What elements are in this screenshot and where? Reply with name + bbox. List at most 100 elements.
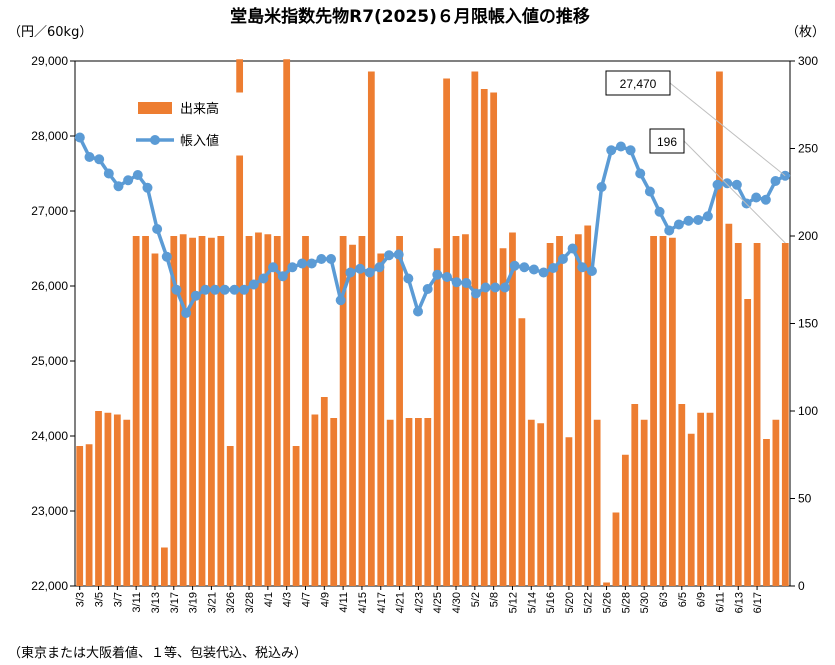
chart-footnote: （東京または大阪着値、１等、包装代込、税込み）: [8, 645, 307, 661]
x-tick-label: 4/21: [395, 592, 407, 613]
settlement-point: [132, 170, 143, 180]
settlement-point: [693, 215, 704, 225]
settlement-point: [528, 264, 539, 275]
settlement-point: [722, 178, 733, 189]
x-tick-label: 6/5: [677, 592, 689, 607]
volume-bar: [255, 232, 262, 586]
x-tick-label: 5/22: [583, 592, 595, 613]
settlement-point: [142, 182, 153, 193]
volume-bar: [537, 423, 545, 586]
settlement-point: [393, 249, 404, 260]
x-tick-label: 5/8: [489, 592, 501, 607]
volume-bar: [433, 248, 441, 586]
legend-line-label: 帳入値: [180, 133, 219, 149]
volume-bar: [612, 512, 620, 586]
callout-settlement-leader: [669, 82, 786, 177]
x-tick-label: 3/3: [75, 592, 87, 607]
settlement-point: [644, 186, 655, 197]
settlement-point: [258, 273, 269, 284]
settlement-point: [664, 225, 675, 236]
settlement-point: [509, 260, 520, 271]
x-tick-label: 6/3: [658, 592, 670, 607]
settlement-point: [181, 308, 192, 318]
settlement-point: [152, 224, 163, 234]
x-tick-label: 5/30: [639, 592, 651, 613]
volume-bar: [415, 418, 422, 586]
y-right-tick-label: 50: [798, 492, 812, 506]
settlement-point: [760, 194, 771, 205]
settlement-point: [751, 192, 762, 203]
callout-volume-leader: [683, 140, 786, 244]
settlement-point: [74, 132, 85, 143]
volume-bar: [367, 71, 375, 586]
volume-bar: [621, 454, 629, 586]
volume-bar: [753, 243, 761, 586]
volume-bars: [76, 59, 789, 586]
y-left-tick-label: 25,000: [31, 354, 68, 368]
y-left-unit-label: （円／60kg）: [8, 25, 92, 40]
volume-bar: [349, 244, 356, 586]
settlement-point: [248, 279, 259, 290]
settlement-point: [161, 251, 172, 262]
settlement-point: [538, 267, 549, 278]
x-tick-label: 4/11: [338, 592, 350, 613]
y-right-tick-label: 150: [798, 317, 818, 331]
volume-bar: [546, 243, 554, 586]
callout-settlement-box: [605, 70, 671, 96]
settlement-point: [480, 282, 491, 293]
y-right-tick-label: 250: [798, 142, 818, 156]
volume-bar: [142, 236, 149, 586]
settlement-point: [451, 277, 462, 288]
settlement-point: [219, 284, 230, 295]
volume-bar: [763, 439, 770, 586]
x-tick-label: 3/21: [206, 592, 218, 613]
volume-bar: [678, 404, 686, 586]
volume-bar: [518, 318, 526, 586]
y-left-tick-label: 26,000: [31, 279, 68, 293]
settlement-point: [567, 243, 578, 254]
settlement-point: [490, 282, 501, 293]
volume-bar: [480, 89, 488, 586]
settlement-point: [297, 258, 308, 269]
x-tick-label: 4/30: [451, 592, 463, 613]
y-right-tick-label: 300: [798, 54, 818, 68]
volume-bar: [424, 418, 432, 586]
settlement-point: [210, 284, 221, 295]
settlement-point: [586, 266, 597, 276]
volume-bar: [264, 234, 272, 586]
settlement-point: [654, 206, 665, 217]
settlement-point: [277, 271, 288, 282]
settlement-point: [403, 273, 414, 284]
settlement-point: [635, 168, 646, 179]
x-tick-label: 3/28: [244, 592, 256, 613]
volume-bar: [113, 414, 121, 586]
volume-bar: [160, 547, 168, 586]
x-tick-label: 4/15: [357, 592, 369, 613]
settlement-point: [287, 262, 298, 273]
y-right-tick-label: 0: [798, 579, 805, 593]
x-tick-label: 5/28: [620, 592, 632, 613]
volume-bar: [104, 412, 112, 586]
settlement-point: [316, 254, 327, 264]
settlement-point: [413, 306, 424, 317]
volume-bar: [76, 446, 84, 586]
x-tick-label: 5/14: [526, 592, 538, 613]
volume-bar: [659, 236, 667, 586]
settlement-point: [113, 181, 124, 192]
volume-bar: [471, 71, 479, 586]
settlement-point: [94, 154, 105, 165]
settlement-point: [519, 262, 530, 273]
volume-bar: [509, 232, 516, 586]
settlement-point: [606, 145, 617, 156]
x-tick-label: 4/3: [282, 592, 294, 607]
volume-bar: [386, 419, 394, 586]
settlement-point: [384, 250, 395, 261]
settlement-point: [326, 254, 337, 264]
settlement-point: [345, 267, 356, 278]
volume-bar: [283, 59, 291, 586]
y-left-tick-label: 23,000: [31, 504, 68, 518]
volume-bar: [452, 236, 460, 586]
y-left-tick-label: 22,000: [31, 579, 68, 593]
volume-bar: [198, 236, 206, 586]
